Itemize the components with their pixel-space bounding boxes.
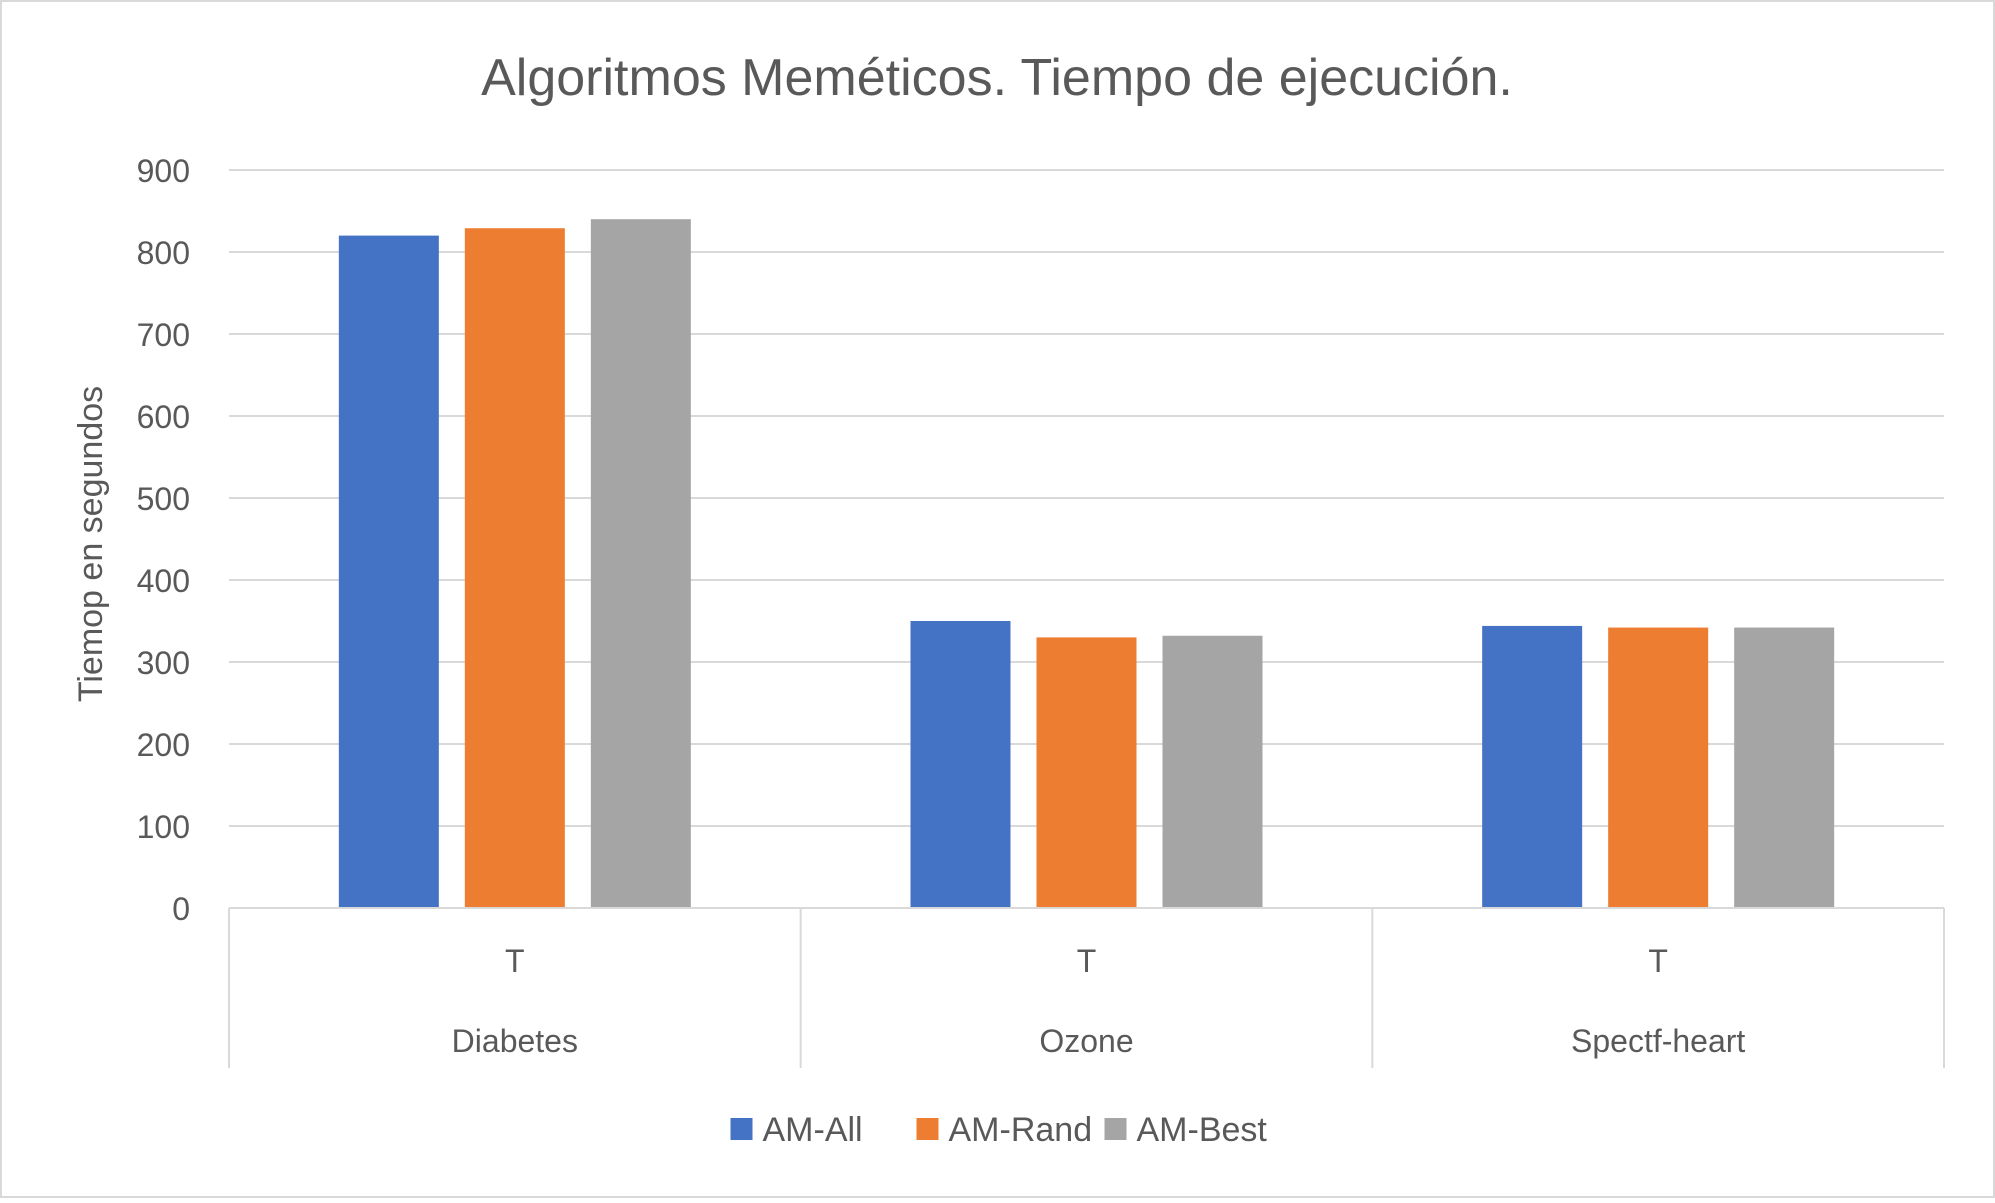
bar-am-rand-ozone: [1036, 637, 1137, 908]
x-category-label: Spectf-heart: [1571, 1023, 1745, 1059]
legend-swatch-am-all: [730, 1118, 753, 1140]
x-category-label: Ozone: [1039, 1023, 1133, 1059]
chart-title: Algoritmos Meméticos. Tiempo de ejecució…: [481, 49, 1513, 107]
x-axis: T Diabetes T Ozone T Spectf-heart: [228, 907, 1945, 1068]
legend: AM-All AM-Rand AM-Best: [730, 1111, 1268, 1149]
legend-label: AM-Rand: [949, 1111, 1093, 1149]
bars: [338, 219, 1835, 909]
legend-label: AM-Best: [1137, 1111, 1268, 1149]
y-tick-label: 400: [137, 563, 190, 599]
y-tick-label: 800: [137, 235, 190, 271]
x-subcategory-label: T: [505, 943, 525, 979]
y-tick-label: 500: [137, 481, 190, 517]
legend-label: AM-All: [763, 1111, 863, 1149]
y-axis-ticks: 0 100 200 300 400 500 600 700 800 900: [137, 153, 190, 927]
y-tick-label: 0: [172, 891, 190, 927]
y-tick-label: 300: [137, 645, 190, 681]
y-axis-label: Tiemop en segundos: [72, 386, 110, 702]
bar-am-all-spectf-heart: [1482, 625, 1583, 908]
y-tick-label: 600: [137, 399, 190, 435]
bar-am-all-ozone: [910, 621, 1011, 908]
bar-am-rand-spectf-heart: [1608, 627, 1709, 908]
y-tick-label: 200: [137, 727, 190, 763]
bar-am-best-ozone: [1162, 635, 1263, 908]
y-tick-label: 900: [137, 153, 190, 189]
x-subcategory-label: T: [1077, 943, 1097, 979]
bar-am-best-spectf-heart: [1734, 627, 1835, 908]
y-tick-label: 700: [137, 317, 190, 353]
x-category-label: Diabetes: [452, 1023, 578, 1059]
legend-swatch-am-rand: [916, 1118, 939, 1140]
x-subcategory-label: T: [1648, 943, 1668, 979]
y-tick-label: 100: [137, 809, 190, 845]
bar-am-rand-diabetes: [464, 228, 565, 909]
bar-am-best-diabetes: [590, 219, 691, 908]
legend-swatch-am-best: [1104, 1118, 1127, 1140]
bar-am-all-diabetes: [338, 235, 439, 909]
